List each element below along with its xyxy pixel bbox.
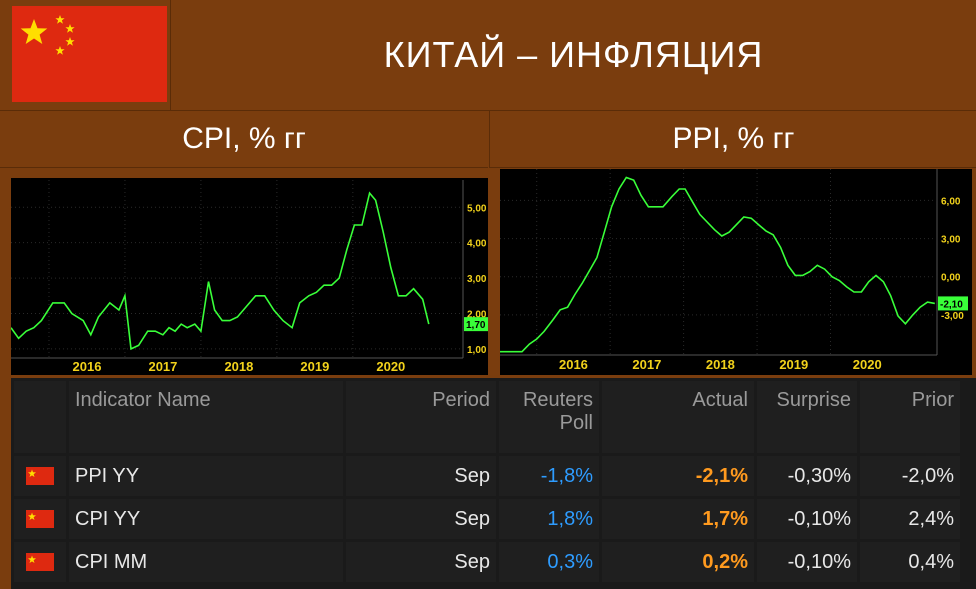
y-tick-label: 6,00 xyxy=(941,196,961,207)
row-actual: 0,2% xyxy=(602,542,754,582)
row-prior: 2,4% xyxy=(860,499,960,539)
y-tick-label: 4,00 xyxy=(467,239,487,250)
row-poll: -1,8% xyxy=(499,456,599,496)
x-tick-label: 2019 xyxy=(300,359,329,374)
row-indicator: CPI YY xyxy=(69,499,343,539)
divider xyxy=(170,0,171,110)
x-tick-label: 2019 xyxy=(779,357,808,372)
title-bar: КИТАЙ – ИНФЛЯЦИЯ xyxy=(0,0,976,111)
flag-small-star-4 xyxy=(55,46,65,55)
header-poll-line2: Poll xyxy=(559,412,593,434)
x-tick-label: 2016 xyxy=(559,357,588,372)
y-tick-label: -3,00 xyxy=(941,311,964,322)
row-period: Sep xyxy=(346,499,496,539)
last-value-label: -2,10 xyxy=(940,299,963,310)
row-prior: -2,0% xyxy=(860,456,960,496)
last-value-label: 1,70 xyxy=(466,320,486,331)
cpi-chart-title: CPI, % гг xyxy=(0,110,488,168)
row-indicator: CPI MM xyxy=(69,542,343,582)
china-flag-icon xyxy=(12,6,167,102)
y-tick-label: 5,00 xyxy=(467,203,487,214)
header-poll[interactable]: Reuters Poll xyxy=(499,381,599,453)
x-tick-label: 2017 xyxy=(632,357,661,372)
series-line xyxy=(500,176,935,353)
page-title: КИТАЙ – ИНФЛЯЦИЯ xyxy=(383,34,764,75)
flag-stars xyxy=(20,15,75,55)
x-tick-label: 2017 xyxy=(148,359,177,374)
table-row[interactable]: CPI YY Sep 1,8% 1,7% -0,10% 2,4% xyxy=(14,499,960,539)
y-tick-label: 3,00 xyxy=(941,235,961,246)
china-flag-icon xyxy=(26,553,54,572)
row-surprise: -0,30% xyxy=(757,456,857,496)
table-row[interactable]: CPI MM Sep 0,3% 0,2% -0,10% 0,4% xyxy=(14,542,960,582)
row-poll: 0,3% xyxy=(499,542,599,582)
flag-small-star-3 xyxy=(65,37,75,46)
x-tick-label: 2018 xyxy=(224,359,253,374)
y-tick-label: 2,00 xyxy=(467,310,487,321)
china-flag-icon xyxy=(26,467,54,486)
cpi-chart-svg: 2016 2017 2018 2019 2020 1,00 2,00 3,00 4,00 5,00… xyxy=(11,180,488,374)
indicators-grid: Indicator Name Period Reuters Poll Actual… xyxy=(11,378,963,585)
header-indicator[interactable]: Indicator Name xyxy=(69,381,343,453)
table-row[interactable]: PPI YY Sep -1,8% -2,1% -0,30% -2,0% xyxy=(14,456,960,496)
row-flag-cell xyxy=(14,542,66,582)
ppi-chart-title: PPI, % гг xyxy=(489,110,976,168)
cpi-chart: 2016 2017 2018 2019 2020 1,00 2,00 3,00 4,00 5,00… xyxy=(11,178,488,375)
x-tick-label: 2018 xyxy=(706,357,735,372)
row-prior: 0,4% xyxy=(860,542,960,582)
row-period: Sep xyxy=(346,542,496,582)
china-flag-icon xyxy=(26,510,54,529)
header-period[interactable]: Period xyxy=(346,381,496,453)
ppi-chart-svg: 2016 2017 2018 2019 2020 -3,00 0,00 3,00 6,00 -2,… xyxy=(500,169,968,372)
row-poll: 1,8% xyxy=(499,499,599,539)
series-line xyxy=(11,191,430,351)
flag-small-star-2 xyxy=(65,24,75,33)
y-tick-label: 3,00 xyxy=(467,274,487,285)
flag-big-star xyxy=(20,19,48,44)
table-header-row: Indicator Name Period Reuters Poll Actual… xyxy=(14,381,960,453)
indicators-table: Indicator Name Period Reuters Poll Actual… xyxy=(11,378,976,589)
y-tick-label: 0,00 xyxy=(941,273,961,284)
last-value-marker xyxy=(464,317,488,332)
header-period-label: Period xyxy=(432,389,490,411)
row-flag-cell xyxy=(14,456,66,496)
flag-small-star-1 xyxy=(55,15,65,24)
header-surprise[interactable]: Surprise xyxy=(757,381,857,453)
header-prior[interactable]: Prior xyxy=(860,381,960,453)
row-period: Sep xyxy=(346,456,496,496)
y-tick-label: 1,00 xyxy=(467,345,487,356)
header-actual[interactable]: Actual xyxy=(602,381,754,453)
x-tick-label: 2020 xyxy=(853,357,882,372)
header-poll-line1: Reuters xyxy=(522,389,593,411)
x-tick-label: 2016 xyxy=(73,359,102,374)
row-actual: -2,1% xyxy=(602,456,754,496)
last-value-marker xyxy=(938,296,968,311)
row-actual: 1,7% xyxy=(602,499,754,539)
x-tick-label: 2020 xyxy=(376,359,405,374)
row-surprise: -0,10% xyxy=(757,499,857,539)
row-surprise: -0,10% xyxy=(757,542,857,582)
ppi-chart: 2016 2017 2018 2019 2020 -3,00 0,00 3,00 6,00 -2,… xyxy=(500,169,972,375)
flag-column-header xyxy=(14,381,66,453)
row-indicator: PPI YY xyxy=(69,456,343,496)
row-flag-cell xyxy=(14,499,66,539)
